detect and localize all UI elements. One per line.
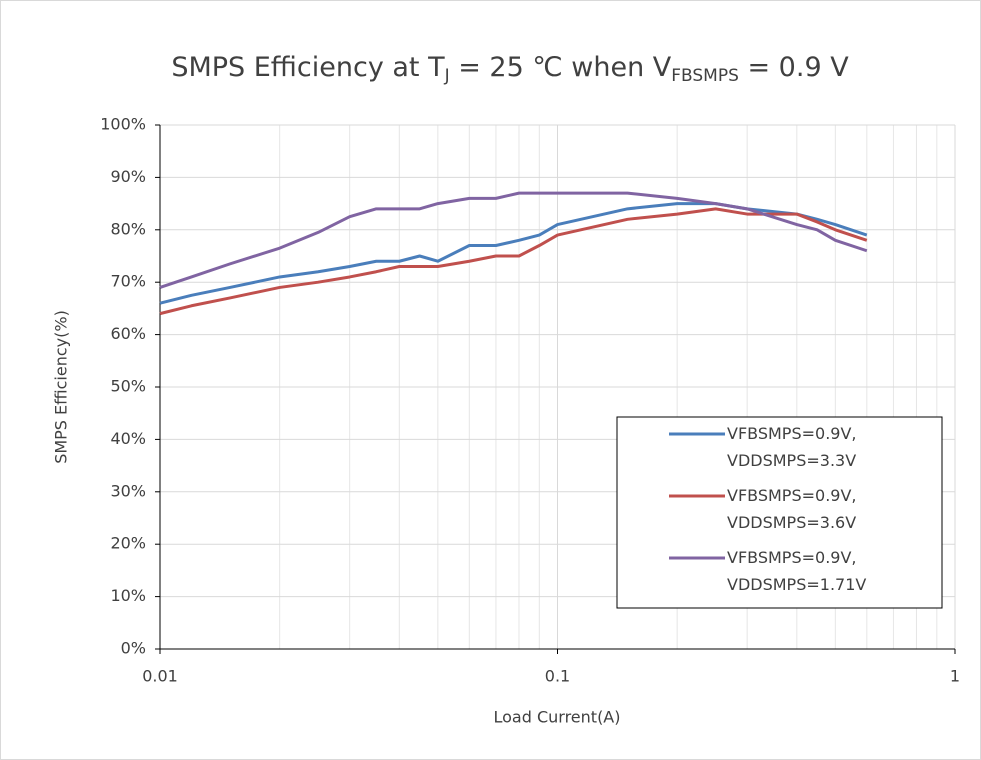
y-tick-label: 50% bbox=[110, 377, 146, 396]
chart-title: SMPS Efficiency at TJ = 25 ℃ when VFBSMP… bbox=[171, 52, 849, 87]
legend-label: VFBSMPS=0.9V, VDDSMPS=3.3V bbox=[727, 424, 857, 470]
y-tick-label: 70% bbox=[110, 272, 146, 291]
title-part: SMPS Efficiency at T bbox=[171, 52, 445, 83]
y-tick-label: 20% bbox=[110, 534, 146, 553]
legend-label: VFBSMPS=0.9V, VDDSMPS=3.6V bbox=[727, 486, 857, 532]
title-subscript: FBSMPS bbox=[671, 66, 739, 86]
y-tick-label: 100% bbox=[100, 115, 146, 134]
title-part: = 0.9 V bbox=[739, 52, 849, 83]
legend-label: VFBSMPS=0.9V, VDDSMPS=1.71V bbox=[727, 548, 866, 594]
x-axis-label: Load Current(A) bbox=[494, 708, 621, 727]
legend-box bbox=[616, 416, 943, 609]
x-tick-label: 0.01 bbox=[142, 667, 178, 686]
series-line bbox=[159, 202, 868, 305]
y-tick-label: 30% bbox=[110, 481, 146, 500]
series-line bbox=[159, 191, 868, 289]
x-tick-label: 1 bbox=[950, 667, 960, 686]
y-tick-label: 60% bbox=[110, 324, 146, 343]
y-tick-label: 40% bbox=[110, 429, 146, 448]
y-tick-label: 80% bbox=[110, 219, 146, 238]
y-axis-label: SMPS Efficiency(%) bbox=[52, 310, 71, 464]
title-part: = 25 ℃ when V bbox=[450, 52, 672, 83]
y-tick-label: 0% bbox=[121, 639, 146, 658]
y-tick-label: 90% bbox=[110, 167, 146, 186]
x-tick-label: 0.1 bbox=[545, 667, 570, 686]
y-tick-label: 10% bbox=[110, 586, 146, 605]
title-subscript: J bbox=[444, 66, 450, 86]
